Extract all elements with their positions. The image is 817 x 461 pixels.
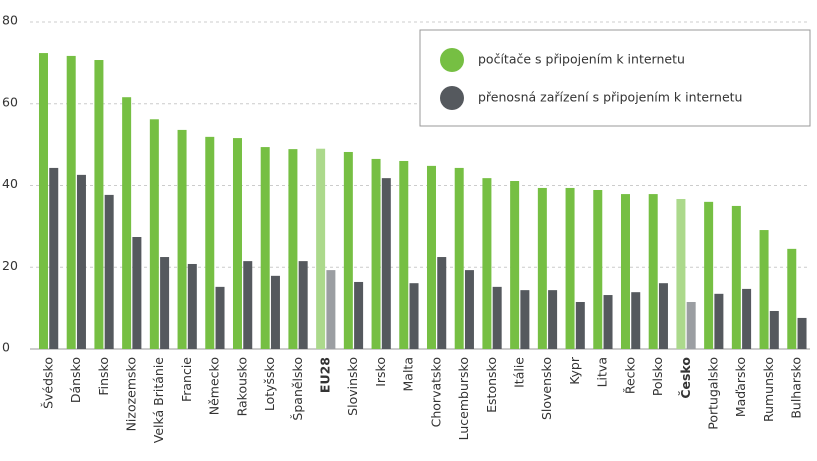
bar [548, 290, 558, 349]
bar [243, 261, 253, 349]
bar [658, 283, 668, 349]
x-tick-label: Malta [401, 357, 416, 391]
bar [177, 129, 187, 349]
bar [482, 178, 492, 349]
x-tick-label: Česko [678, 357, 693, 399]
bar [288, 149, 298, 349]
bar [354, 281, 364, 349]
x-tick-label: Chorvatsko [428, 357, 443, 427]
bar [648, 194, 658, 349]
y-tick-label: 20 [2, 258, 18, 273]
bar [437, 257, 447, 349]
x-tick-label: Maďarsko [733, 357, 748, 417]
bar [316, 148, 326, 349]
bar [298, 261, 308, 349]
bar [66, 55, 76, 350]
bar [676, 198, 686, 349]
legend-box [419, 29, 811, 127]
x-tick-label: Velká Británie [151, 357, 166, 444]
bar [742, 288, 752, 349]
x-tick-label: Lotyšsko [262, 357, 277, 411]
x-tick-label: Francie [179, 357, 194, 402]
bar [620, 194, 630, 349]
x-tick-label: Španělsko [290, 357, 305, 421]
bar [260, 147, 270, 349]
x-tick-label: Švédsko [40, 357, 55, 409]
bar [104, 194, 114, 349]
bar [38, 53, 48, 349]
bar [787, 248, 797, 349]
bar [537, 187, 547, 349]
bar [399, 160, 409, 349]
x-tick-label: Estonsko [484, 357, 499, 413]
bar [49, 167, 59, 349]
bar [160, 257, 170, 349]
x-tick-label: Portugalsko [706, 357, 721, 430]
x-tick-label: Finsko [96, 357, 111, 396]
bar [759, 230, 769, 349]
legend-label: přenosná zařízení s připojením k interne… [478, 90, 742, 105]
bar [371, 158, 381, 349]
bar [187, 263, 197, 349]
bar [76, 174, 86, 349]
bar [575, 301, 585, 349]
y-tick-label: 80 [2, 13, 18, 28]
bar [714, 293, 724, 349]
bar [454, 167, 464, 349]
x-tick-label: Nizozemsko [124, 357, 139, 431]
bar [149, 119, 159, 349]
bar [132, 237, 142, 349]
bar [565, 187, 575, 349]
x-tick-label: Řecko [622, 357, 637, 394]
bar [510, 181, 520, 349]
bar [797, 317, 807, 349]
bar [686, 301, 696, 349]
y-tick-label: 60 [2, 94, 18, 109]
x-tick-label: Rumunsko [761, 357, 776, 422]
x-tick-label: Slovensko [539, 357, 554, 420]
x-tick-label: Irsko [373, 357, 388, 387]
bar [769, 310, 779, 349]
x-tick-label: Německo [207, 357, 222, 415]
y-tick-label: 0 [2, 340, 10, 355]
bar [122, 97, 132, 350]
legend-swatch [440, 48, 464, 72]
bar [464, 270, 474, 349]
bar [520, 290, 530, 349]
bar [94, 60, 104, 350]
bar [593, 189, 603, 349]
bar [270, 275, 280, 349]
x-tick-label: Litva [595, 357, 610, 387]
x-tick-label: Rakousko [234, 357, 249, 416]
bar [426, 165, 436, 349]
bar [631, 292, 641, 349]
x-tick-label: Dánsko [68, 357, 83, 403]
bar [326, 270, 336, 349]
x-tick-label: Bulharsko [789, 357, 804, 419]
bar [704, 201, 714, 349]
x-tick-label: Lucembursko [456, 357, 471, 440]
x-tick-label: Slovinsko [345, 357, 360, 416]
bar [492, 286, 502, 349]
bar [205, 136, 215, 349]
bar [381, 178, 391, 349]
bar [409, 283, 419, 349]
x-tick-label: Kypr [567, 356, 582, 385]
bar [731, 205, 741, 349]
x-tick-label: Polsko [650, 357, 665, 396]
bar [232, 138, 242, 349]
bar [343, 151, 353, 349]
legend-label: počítače s připojením k internetu [478, 52, 685, 67]
x-tick-label: EU28 [318, 357, 333, 393]
legend-swatch [440, 86, 464, 110]
bar [603, 295, 613, 349]
bar [215, 286, 225, 349]
y-tick-label: 40 [2, 176, 18, 191]
x-tick-label: Itálie [512, 357, 527, 388]
